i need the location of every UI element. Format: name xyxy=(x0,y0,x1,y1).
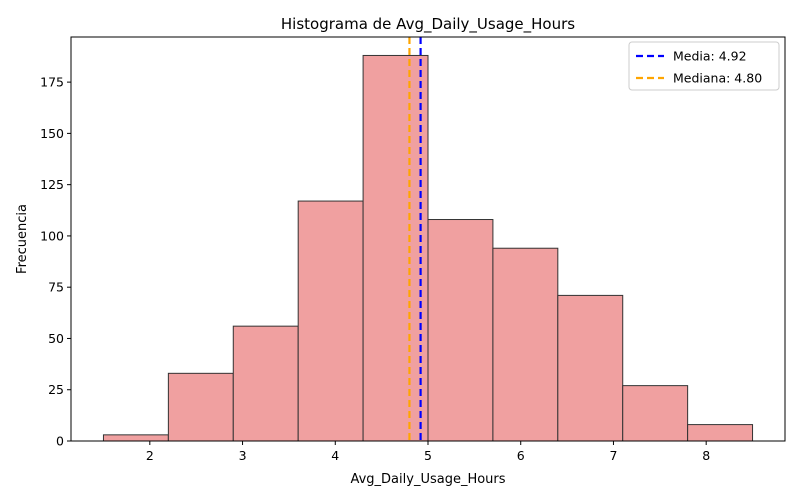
x-tick-label: 2 xyxy=(146,448,154,463)
legend-median-label: Mediana: 4.80 xyxy=(673,71,762,86)
histogram-bar-8 xyxy=(557,294,624,442)
x-tick-label: 6 xyxy=(517,448,525,463)
x-tick-label: 4 xyxy=(331,448,339,463)
y-tick-label: 50 xyxy=(48,331,64,346)
y-axis-ticks: 0 25 50 75 100 125 150 175 xyxy=(40,75,71,449)
histogram-bar-6 xyxy=(427,219,494,442)
y-axis-label: Frecuencia xyxy=(15,204,30,274)
histogram-bar-7 xyxy=(492,247,559,442)
x-axis-label: Avg_Daily_Usage_Hours xyxy=(350,472,505,487)
y-tick-label: 25 xyxy=(48,382,64,397)
histogram-bar-2 xyxy=(167,372,234,442)
legend: Media: 4.92 Mediana: 4.80 xyxy=(628,41,780,91)
y-tick-label: 150 xyxy=(40,126,64,141)
x-axis-ticks: 2 3 4 5 6 7 8 xyxy=(146,441,710,463)
x-tick-label: 3 xyxy=(239,448,247,463)
x-tick-label: 5 xyxy=(424,448,432,463)
y-tick-label: 175 xyxy=(40,75,64,90)
y-tick-label: 75 xyxy=(48,280,64,295)
histogram-bar-5 xyxy=(362,54,429,442)
histogram-bar-4 xyxy=(297,200,364,442)
x-tick-label: 8 xyxy=(702,448,710,463)
legend-mean-label: Media: 4.92 xyxy=(673,49,747,64)
x-tick-label: 7 xyxy=(609,448,617,463)
histogram-bar-9 xyxy=(622,385,689,442)
reference-lines-layer xyxy=(408,37,422,441)
legend-box xyxy=(628,41,780,91)
chart-title: Histograma de Avg_Daily_Usage_Hours xyxy=(281,15,575,34)
y-tick-label: 100 xyxy=(40,228,64,243)
bars-layer xyxy=(102,54,754,442)
y-tick-label: 0 xyxy=(56,434,64,449)
y-tick-label: 125 xyxy=(40,177,64,192)
histogram-bar-3 xyxy=(232,325,299,442)
histogram-bar-1 xyxy=(102,434,169,442)
histogram-bar-10 xyxy=(687,424,754,442)
